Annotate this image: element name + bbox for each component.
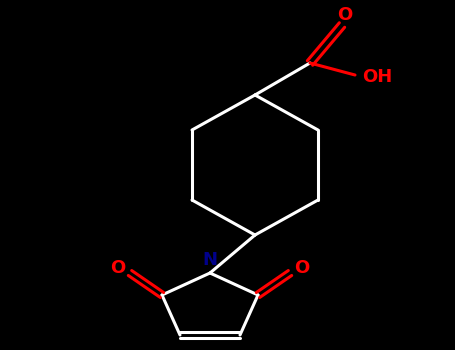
Text: N: N [202,251,217,269]
Text: O: O [294,259,309,277]
Text: O: O [111,259,126,277]
Text: OH: OH [362,68,392,86]
Text: O: O [337,6,353,24]
